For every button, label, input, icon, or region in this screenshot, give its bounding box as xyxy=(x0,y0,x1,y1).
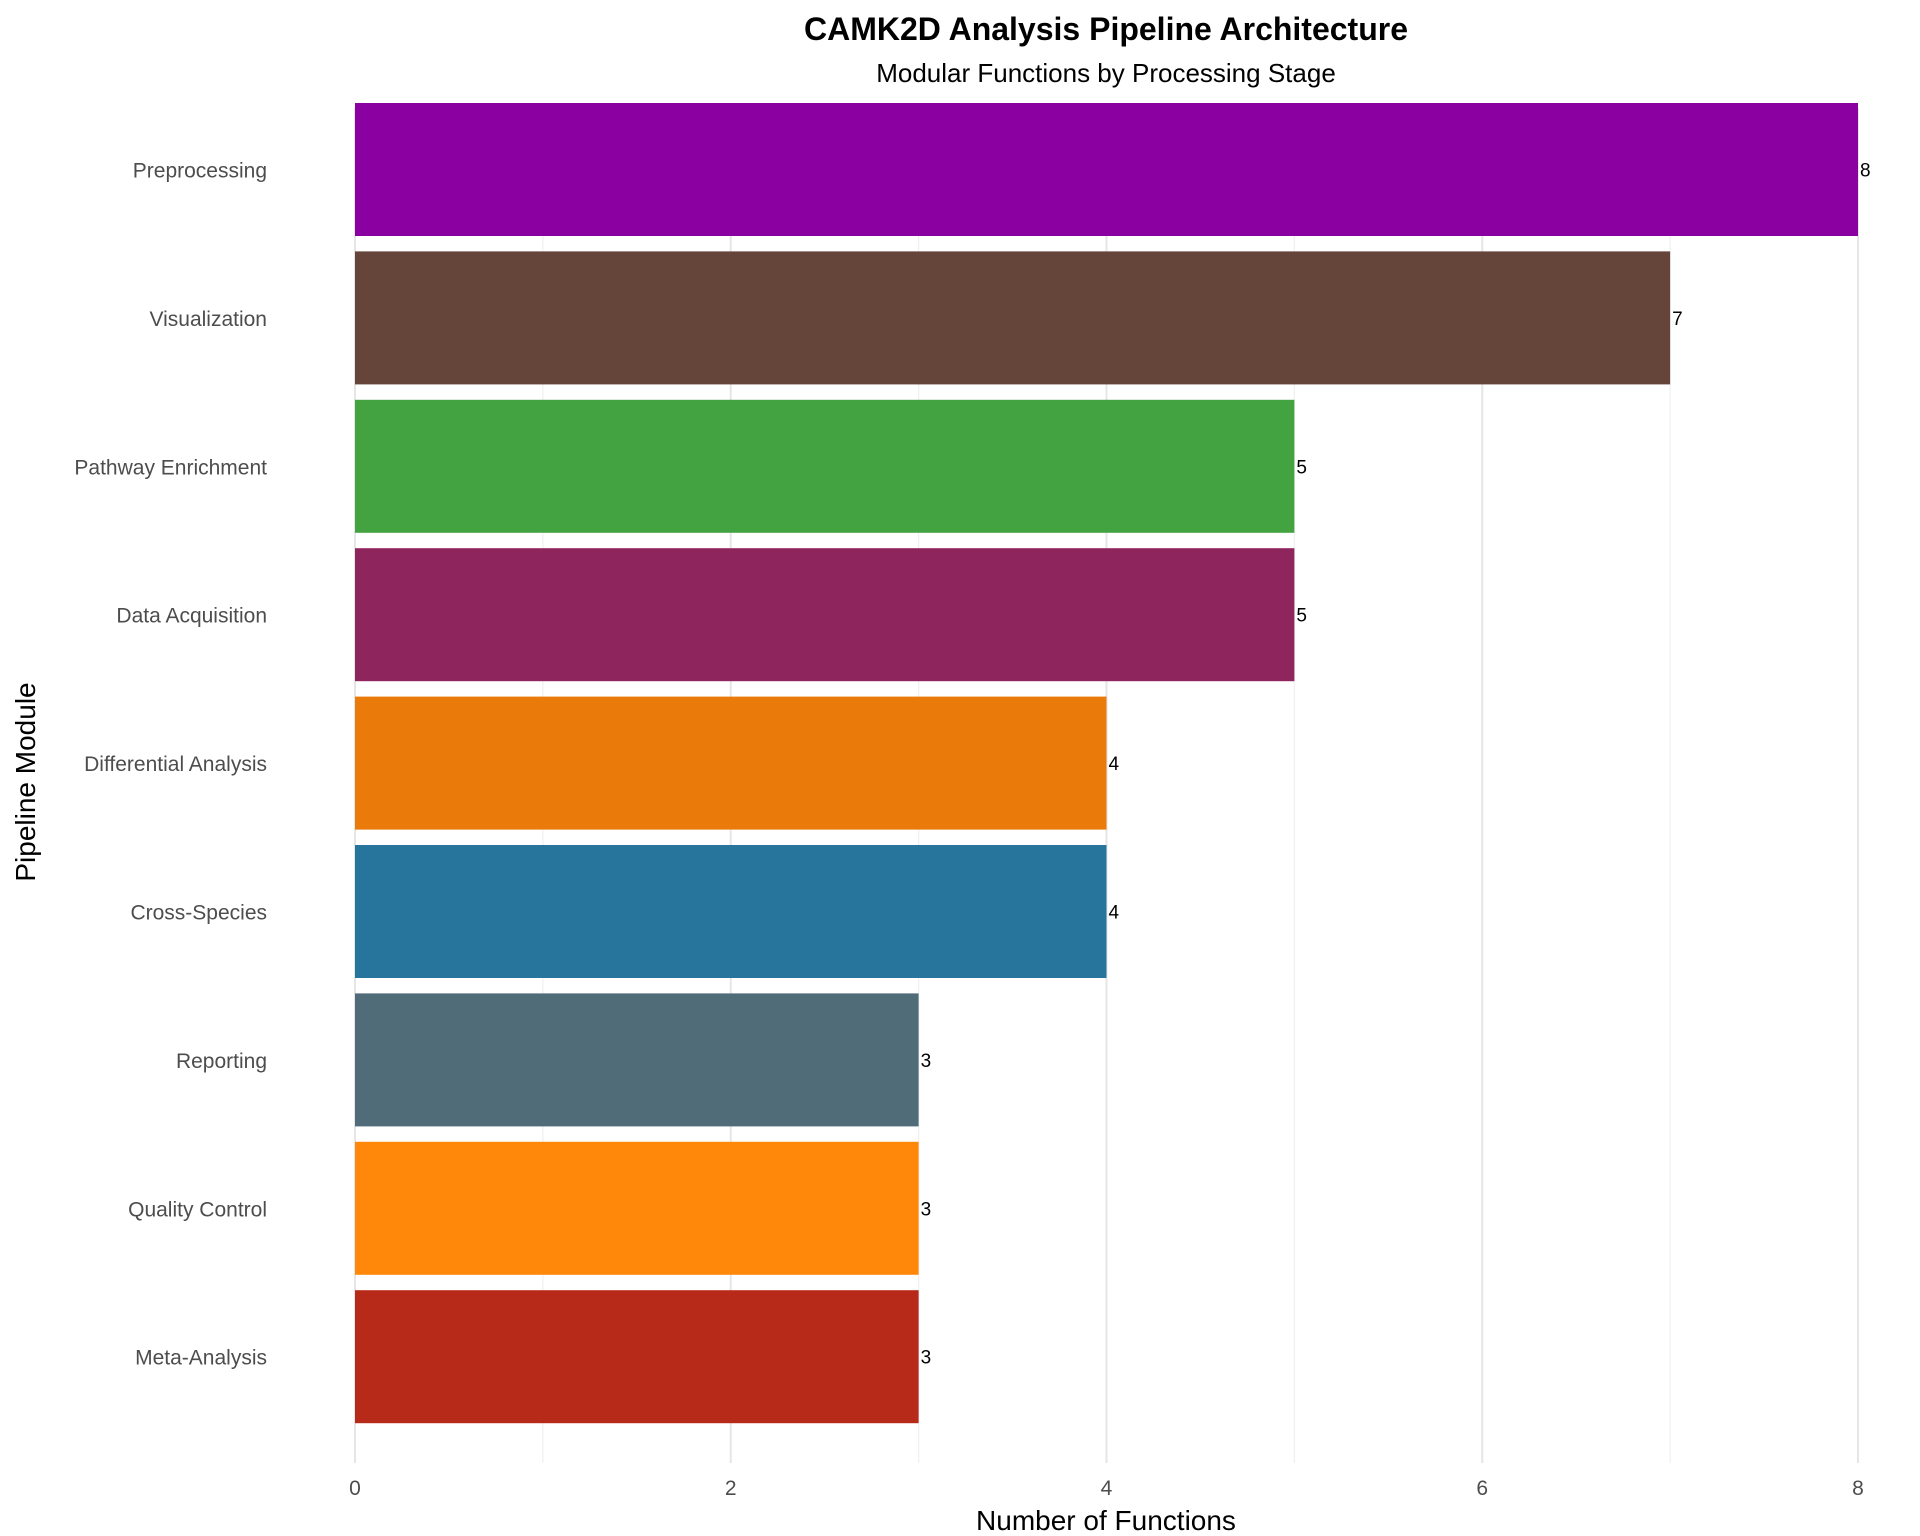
y-tick-label-differential-analysis: Differential Analysis xyxy=(84,753,267,776)
x-axis-title: Number of Functions xyxy=(976,1505,1236,1536)
x-tick-label: 6 xyxy=(1476,1477,1488,1500)
y-tick-label-visualization: Visualization xyxy=(149,308,267,331)
bar-data-acquisition xyxy=(355,548,1295,682)
bar-quality-control xyxy=(355,1141,919,1275)
x-tick-label: 2 xyxy=(725,1477,737,1500)
value-label-visualization: 7 xyxy=(1672,309,1683,330)
value-label-preprocessing: 8 xyxy=(1860,161,1871,182)
y-tick-label-preprocessing: Preprocessing xyxy=(133,160,267,183)
value-label-differential-analysis: 4 xyxy=(1109,754,1120,775)
value-label-pathway-enrichment: 5 xyxy=(1296,457,1307,478)
bar-visualization xyxy=(355,251,1671,385)
bar-meta-analysis xyxy=(355,1290,919,1424)
value-labels: 8 7 5 5 4 4 3 3 3 xyxy=(921,161,1871,1369)
value-label-meta-analysis: 3 xyxy=(921,1348,932,1369)
bar-differential-analysis xyxy=(355,696,1107,830)
y-tick-label-cross-species: Cross-Species xyxy=(130,902,267,925)
y-axis-tick-labels: Preprocessing Visualization Pathway Enrich… xyxy=(74,160,267,1370)
bar-preprocessing xyxy=(355,103,1858,236)
chart-subtitle: Modular Functions by Processing Stage xyxy=(876,58,1336,88)
y-tick-label-quality-control: Quality Control xyxy=(128,1198,267,1221)
y-tick-label-reporting: Reporting xyxy=(176,1050,267,1073)
x-tick-label: 0 xyxy=(349,1477,361,1500)
y-axis-title: Pipeline Module xyxy=(10,682,41,881)
value-label-reporting: 3 xyxy=(921,1051,932,1072)
x-axis-tick-labels: 0 2 4 6 8 xyxy=(349,1477,1864,1500)
bar-pathway-enrichment xyxy=(355,399,1295,533)
y-tick-label-pathway-enrichment: Pathway Enrichment xyxy=(74,456,267,479)
y-tick-label-data-acquisition: Data Acquisition xyxy=(116,605,267,628)
value-label-quality-control: 3 xyxy=(921,1199,932,1220)
y-tick-label-meta-analysis: Meta-Analysis xyxy=(135,1347,267,1370)
chart-title: CAMK2D Analysis Pipeline Architecture xyxy=(804,11,1408,47)
value-label-data-acquisition: 5 xyxy=(1296,606,1307,627)
bars xyxy=(355,103,1858,1424)
value-label-cross-species: 4 xyxy=(1109,903,1120,924)
bar-reporting xyxy=(355,993,919,1127)
bar-cross-species xyxy=(355,845,1107,978)
x-tick-label: 4 xyxy=(1101,1477,1113,1500)
x-tick-label: 8 xyxy=(1852,1477,1864,1500)
